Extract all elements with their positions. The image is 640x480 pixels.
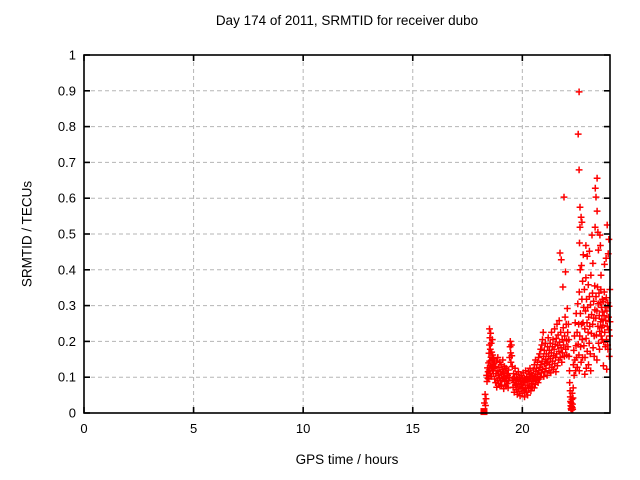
data-point-filled-square xyxy=(480,408,488,416)
y-tick-label: 0.3 xyxy=(58,298,76,313)
y-tick-label: 1 xyxy=(69,48,76,63)
x-tick-label: 10 xyxy=(296,421,310,436)
y-tick-label: 0 xyxy=(69,406,76,421)
x-axis-label: GPS time / hours xyxy=(295,452,399,467)
y-tick-label: 0.6 xyxy=(58,191,76,206)
x-tick-label: 5 xyxy=(190,421,197,436)
scatter-points xyxy=(480,88,614,416)
y-tick-label: 0.2 xyxy=(58,334,76,349)
x-tick-label: 20 xyxy=(515,421,529,436)
x-tick-label: 15 xyxy=(406,421,420,436)
data-point-crosses xyxy=(481,88,614,414)
axis-tick-labels: 0 5 10 15 20 0 0.1 0.2 0.3 0.4 0.5 0.6 0.7 0.8 0.9 1 xyxy=(58,48,530,437)
y-tick-label: 0.5 xyxy=(58,227,76,242)
y-tick-label: 0.8 xyxy=(58,119,76,134)
y-tick-label: 0.1 xyxy=(58,370,76,385)
x-tick-label: 0 xyxy=(80,421,87,436)
gridlines xyxy=(84,55,610,413)
y-tick-label: 0.7 xyxy=(58,155,76,170)
chart-title: Day 174 of 2011, SRMTID for receiver dub… xyxy=(215,13,479,28)
y-tick-label: 0.9 xyxy=(58,83,76,98)
y-tick-label: 0.4 xyxy=(58,262,76,277)
axis-ticks xyxy=(83,54,610,414)
y-axis-label: SRMTID / TECUs xyxy=(19,180,35,288)
